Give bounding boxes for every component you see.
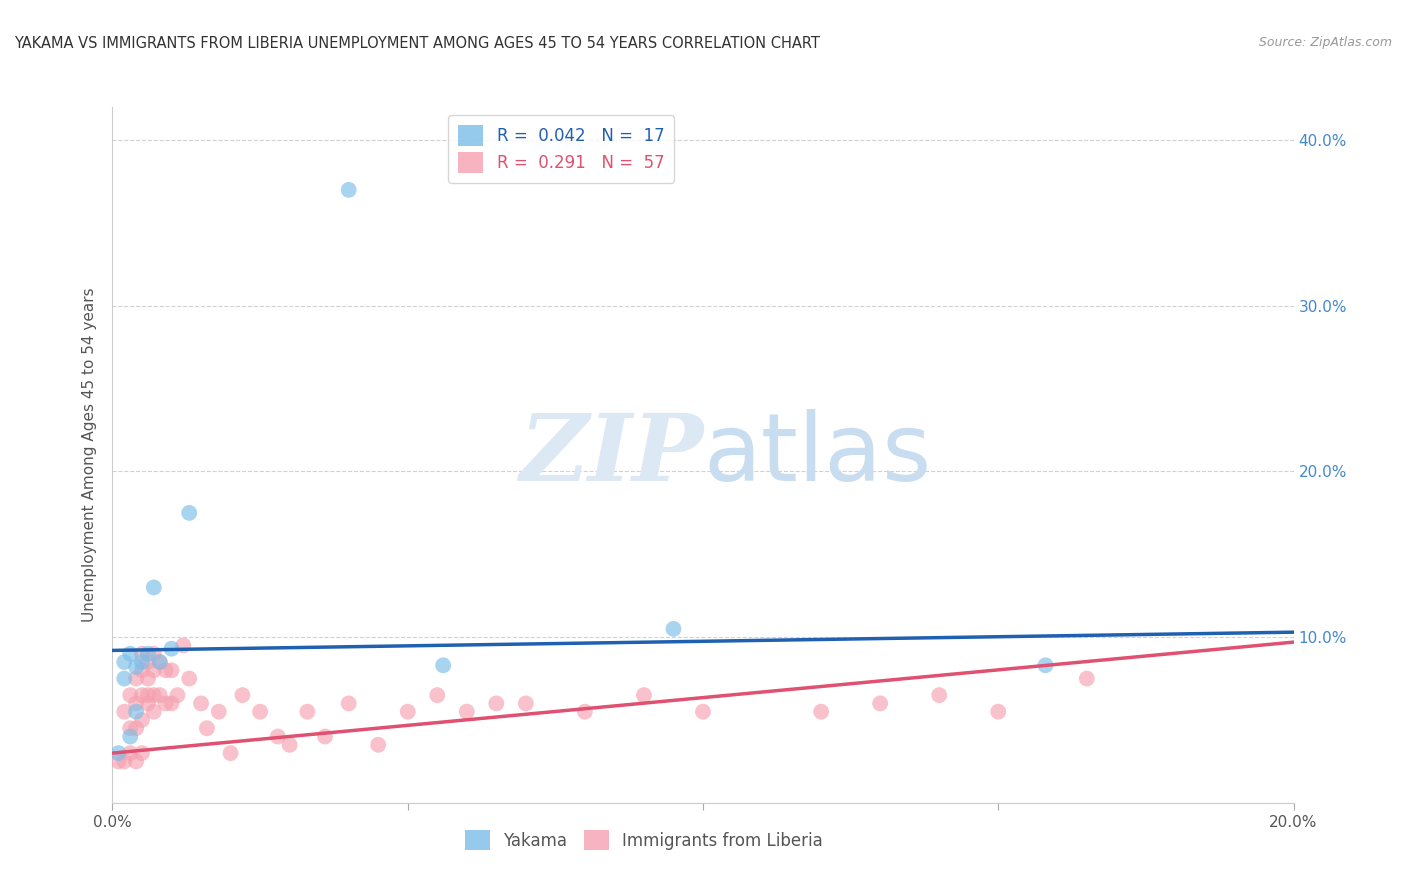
Point	[231, 688, 253, 702]
Point	[574, 705, 596, 719]
Point	[267, 730, 290, 744]
Point	[131, 647, 153, 661]
Point	[195, 721, 218, 735]
Point	[432, 658, 454, 673]
Point	[179, 506, 201, 520]
Point	[456, 705, 478, 719]
Point	[125, 672, 148, 686]
Point	[160, 641, 183, 656]
Point	[485, 697, 508, 711]
Text: atlas: atlas	[703, 409, 931, 501]
Point	[662, 622, 685, 636]
Point	[810, 705, 832, 719]
Point	[367, 738, 389, 752]
Point	[142, 647, 165, 661]
Point	[314, 730, 336, 744]
Point	[136, 697, 159, 711]
Point	[172, 639, 194, 653]
Point	[131, 655, 153, 669]
Point	[149, 655, 172, 669]
Point	[208, 705, 231, 719]
Point	[249, 705, 271, 719]
Point	[125, 755, 148, 769]
Point	[426, 688, 449, 702]
Point	[869, 697, 891, 711]
Point	[112, 655, 135, 669]
Point	[219, 746, 242, 760]
Point	[1035, 658, 1057, 673]
Point	[142, 688, 165, 702]
Point	[125, 660, 148, 674]
Point	[396, 705, 419, 719]
Text: Source: ZipAtlas.com: Source: ZipAtlas.com	[1258, 36, 1392, 49]
Point	[278, 738, 301, 752]
Point	[107, 746, 129, 760]
Point	[160, 663, 183, 677]
Point	[131, 688, 153, 702]
Point	[125, 697, 148, 711]
Point	[131, 746, 153, 760]
Point	[160, 697, 183, 711]
Point	[155, 663, 177, 677]
Point	[136, 655, 159, 669]
Point	[928, 688, 950, 702]
Point	[337, 697, 360, 711]
Point	[633, 688, 655, 702]
Point	[155, 697, 177, 711]
Legend: Yakama, Immigrants from Liberia: Yakama, Immigrants from Liberia	[458, 823, 830, 857]
Point	[131, 713, 153, 727]
Point	[131, 663, 153, 677]
Point	[142, 663, 165, 677]
Point	[107, 755, 129, 769]
Point	[125, 705, 148, 719]
Point	[136, 647, 159, 661]
Point	[136, 672, 159, 686]
Y-axis label: Unemployment Among Ages 45 to 54 years: Unemployment Among Ages 45 to 54 years	[82, 287, 97, 623]
Point	[112, 755, 135, 769]
Point	[120, 730, 142, 744]
Point	[190, 697, 212, 711]
Point	[112, 672, 135, 686]
Point	[125, 721, 148, 735]
Point	[987, 705, 1010, 719]
Point	[120, 688, 142, 702]
Point	[692, 705, 714, 719]
Text: ZIP: ZIP	[519, 410, 703, 500]
Point	[142, 705, 165, 719]
Point	[120, 647, 142, 661]
Point	[149, 688, 172, 702]
Point	[515, 697, 537, 711]
Point	[112, 705, 135, 719]
Text: YAKAMA VS IMMIGRANTS FROM LIBERIA UNEMPLOYMENT AMONG AGES 45 TO 54 YEARS CORRELA: YAKAMA VS IMMIGRANTS FROM LIBERIA UNEMPL…	[14, 36, 820, 51]
Point	[179, 672, 201, 686]
Point	[142, 581, 165, 595]
Point	[166, 688, 188, 702]
Point	[337, 183, 360, 197]
Point	[297, 705, 319, 719]
Point	[149, 655, 172, 669]
Point	[120, 721, 142, 735]
Point	[1076, 672, 1098, 686]
Point	[136, 688, 159, 702]
Point	[120, 746, 142, 760]
